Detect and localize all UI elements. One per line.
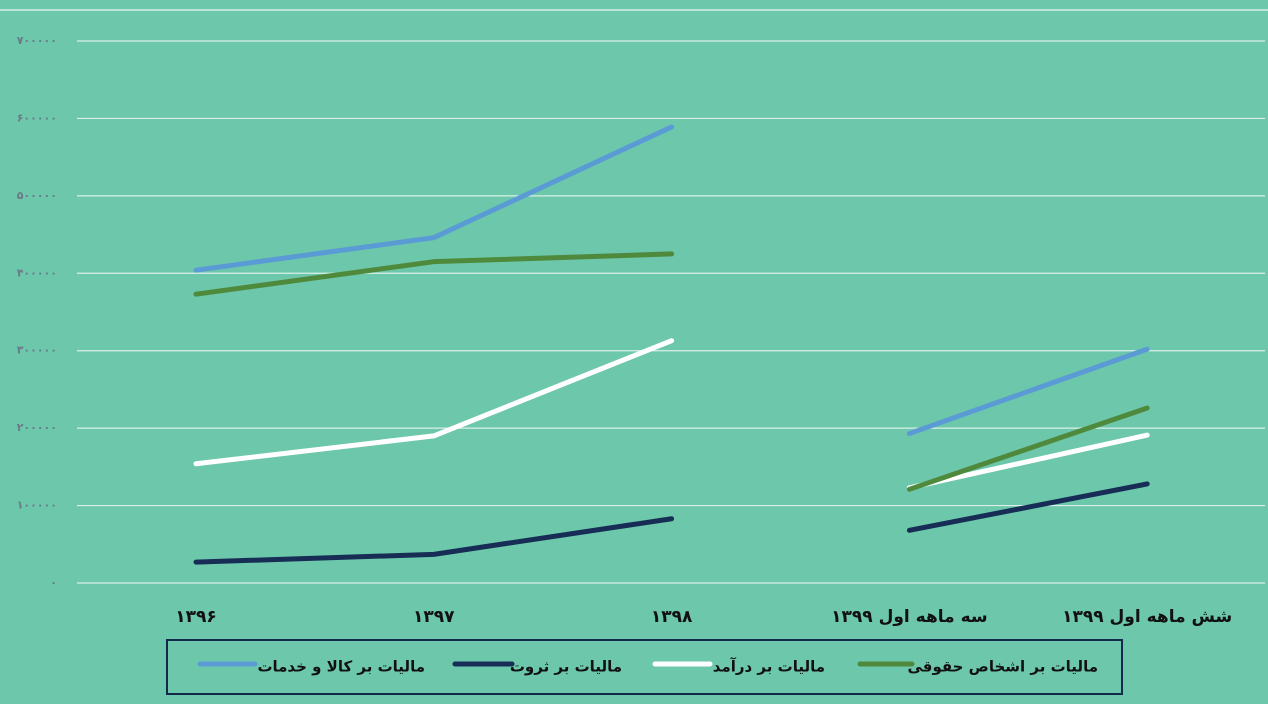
legend-label: ماليات بر ثروت xyxy=(510,658,622,676)
y-tick-label: ۳۰۰۰۰۰ xyxy=(17,344,57,357)
series-line xyxy=(906,481,1150,533)
x-tick-label: ۱۳۹۶ xyxy=(175,607,217,627)
y-tick-label: ۲۰۰۰۰۰ xyxy=(17,421,57,434)
legend-label: ماليات بر كالا و خدمات xyxy=(257,658,425,676)
x-tick-label: ۱۳۹۷ xyxy=(413,607,455,627)
legend-box xyxy=(166,639,1123,695)
y-tick-label: ۷۰۰۰۰۰ xyxy=(17,34,57,47)
series-line xyxy=(193,338,675,467)
y-tick-label: ۶۰۰۰۰۰ xyxy=(17,111,57,124)
y-tick-label: ۱۰۰۰۰۰ xyxy=(17,499,57,512)
series-line xyxy=(193,124,675,273)
x-tick-label: ۱۳۹۸ xyxy=(651,607,693,627)
legend-label: ماليات بر درآمد xyxy=(713,658,825,676)
series-line xyxy=(906,405,1150,492)
y-tick-label: ۴۰۰۰۰۰ xyxy=(17,266,57,279)
series-line xyxy=(193,516,675,565)
legend-label: ماليات بر اشخاص حقوقی xyxy=(907,658,1098,676)
y-tick-label: ۵۰۰۰۰۰ xyxy=(17,189,57,202)
series-line xyxy=(193,251,675,297)
x-tick-label: سه ماهه اول ۱۳۹۹ xyxy=(831,607,987,627)
y-tick-label: ۰ xyxy=(50,576,57,589)
x-tick-label: شش ماهه اول ۱۳۹۹ xyxy=(1062,607,1232,627)
series-line xyxy=(906,432,1150,491)
series-line xyxy=(906,346,1150,437)
